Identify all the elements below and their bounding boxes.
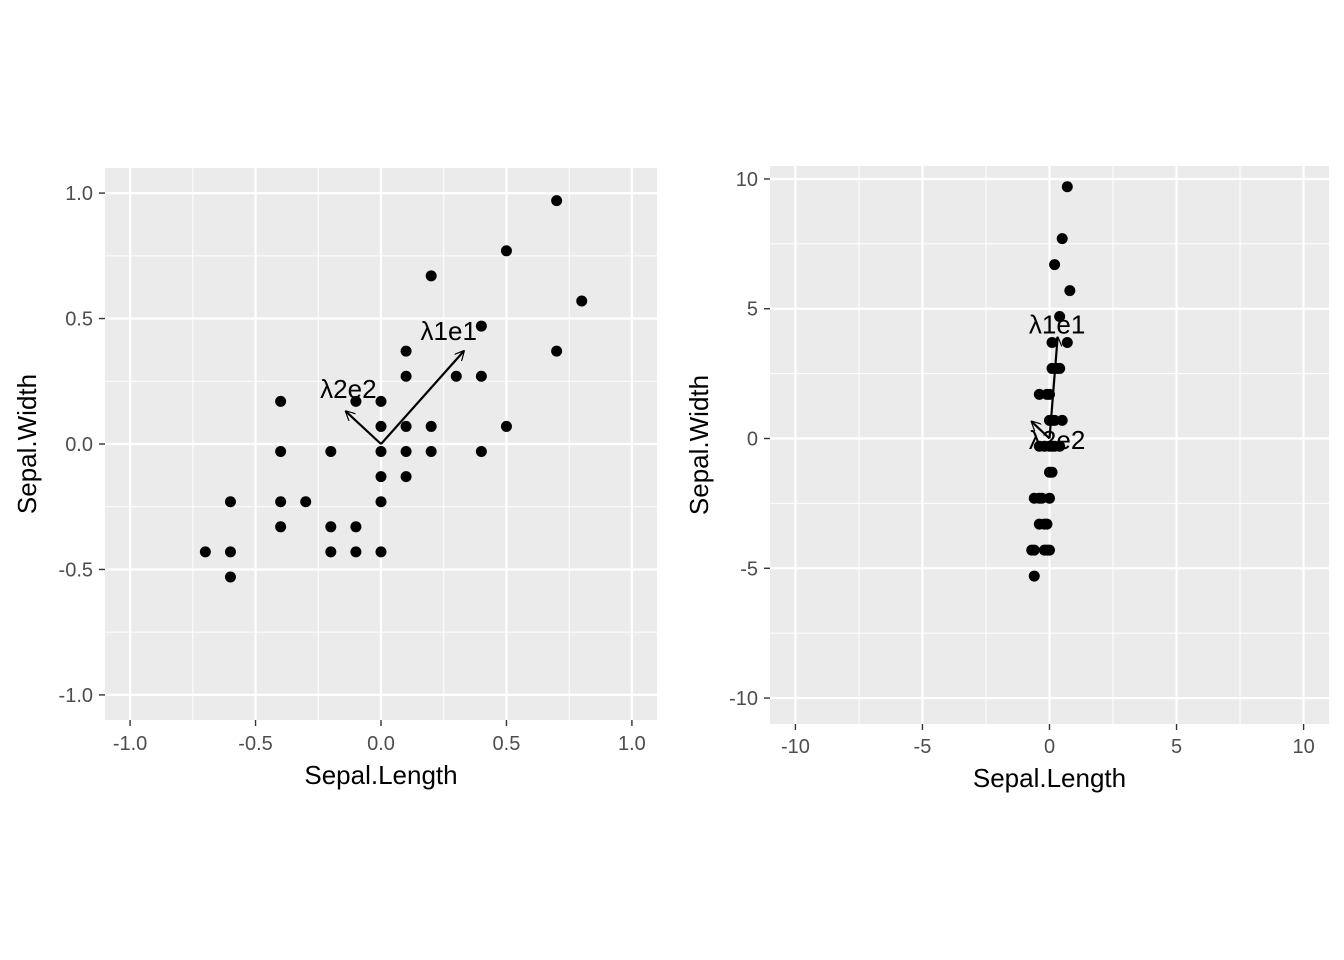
scatter-point — [425, 446, 437, 458]
scatter-point — [1054, 311, 1066, 323]
y-tick-label: -5 — [740, 558, 758, 580]
scatter-point — [1044, 492, 1055, 504]
scatter-point — [275, 446, 287, 458]
scatter-point — [1046, 466, 1058, 478]
y-tick-label: 0.0 — [65, 434, 93, 456]
scatter-point — [475, 320, 487, 332]
scatter-point — [450, 370, 462, 382]
x-tick-label: -1.0 — [113, 733, 147, 755]
y-tick-label: 1.0 — [65, 183, 93, 205]
y-tick-label: -10 — [729, 688, 758, 710]
eigenvector-label-2: λ2e2 — [1029, 425, 1085, 455]
y-tick-label: -0.5 — [59, 559, 93, 581]
scatter-point — [375, 446, 387, 458]
x-tick-label: 0.0 — [367, 733, 395, 755]
left-scatter-panel: -1.0 -0.5 0.0 0.5 1.0 -1.0 -0.5 0.0 0.5 1.0 λ1e1 λ2… — [12, 168, 657, 790]
scatter-point — [400, 471, 412, 483]
y-axis-title: Sepal.Width — [684, 375, 714, 515]
y-tick-label: 0.5 — [65, 309, 93, 331]
x-tick-label: 5 — [1171, 736, 1182, 758]
scatter-point — [375, 395, 387, 407]
scatter-point — [576, 295, 588, 307]
y-axis-title: Sepal.Width — [12, 374, 42, 514]
scatter-point — [224, 546, 236, 558]
scatter-point — [275, 496, 287, 508]
scatter-point — [500, 245, 512, 257]
scatter-point — [551, 195, 563, 207]
scatter-point — [325, 446, 337, 458]
scatter-point — [300, 496, 312, 508]
scatter-point — [350, 521, 362, 533]
y-tick-label: 5 — [747, 299, 758, 321]
scatter-point — [224, 571, 236, 583]
scatter-point — [1028, 544, 1040, 556]
x-tick-label: -5 — [914, 736, 932, 758]
y-tick-label: -1.0 — [59, 685, 93, 707]
scatter-point — [375, 420, 387, 432]
scatter-point — [400, 370, 412, 382]
x-tick-label: -10 — [781, 736, 810, 758]
eigenvector-arrow-2 — [346, 411, 382, 445]
scatter-point — [475, 370, 487, 382]
x-tick-label: 0 — [1044, 736, 1055, 758]
scatter-point — [400, 420, 412, 432]
scatter-point — [400, 345, 412, 357]
scatter-point — [475, 446, 487, 458]
x-axis-title: Sepal.Length — [304, 760, 457, 790]
x-tick-label: -0.5 — [238, 733, 272, 755]
y-tick-label: 0 — [747, 429, 758, 451]
scatter-point — [275, 521, 287, 533]
scatter-point — [1061, 181, 1073, 193]
scatter-point — [400, 446, 412, 458]
eigenvector-label-1: λ1e1 — [421, 316, 477, 346]
scatter-point — [350, 395, 362, 407]
eigenvector-label-1: λ1e1 — [1029, 309, 1085, 339]
eigenvector-arrow-2 — [1032, 422, 1051, 440]
right-scatter-panel: -10 -5 0 5 10 -10 -5 0 5 10 λ1e1 λ2e2 Sepal.Length Se… — [684, 166, 1329, 793]
scatter-point — [325, 521, 337, 533]
scatter-point — [425, 420, 437, 432]
scatter-point — [1056, 414, 1068, 426]
eigenvector-arrow-1 — [380, 351, 464, 445]
scatter-point — [275, 395, 287, 407]
x-tick-label: 10 — [1292, 736, 1314, 758]
x-tick-label: 0.5 — [493, 733, 521, 755]
x-axis-title: Sepal.Length — [973, 763, 1126, 793]
scatter-point — [425, 270, 437, 282]
scatter-point — [1054, 362, 1066, 374]
eigenvector-label-2: λ2e2 — [320, 374, 376, 404]
scatter-point — [199, 546, 211, 558]
scatter-point — [325, 546, 337, 558]
y-tick-label: 10 — [736, 169, 758, 191]
scatter-point — [1044, 544, 1055, 556]
scatter-point — [375, 546, 387, 558]
scatter-point — [1064, 285, 1076, 297]
scatter-point — [1041, 518, 1053, 530]
scatter-point — [1061, 336, 1073, 348]
scatter-point — [1028, 570, 1040, 582]
scatter-point — [1033, 388, 1045, 400]
scatter-point — [1054, 440, 1066, 452]
scatter-point — [1036, 492, 1048, 504]
eigenvector-arrow-1 — [1048, 337, 1058, 439]
x-tick-label: 1.0 — [618, 733, 646, 755]
scatter-point — [1049, 259, 1061, 271]
scatter-point — [551, 345, 563, 357]
scatter-point — [224, 496, 236, 508]
scatter-point — [1056, 233, 1068, 245]
scatter-point — [375, 496, 387, 508]
scatter-point — [500, 420, 512, 432]
scatter-point — [350, 546, 362, 558]
scatter-point — [375, 471, 387, 483]
